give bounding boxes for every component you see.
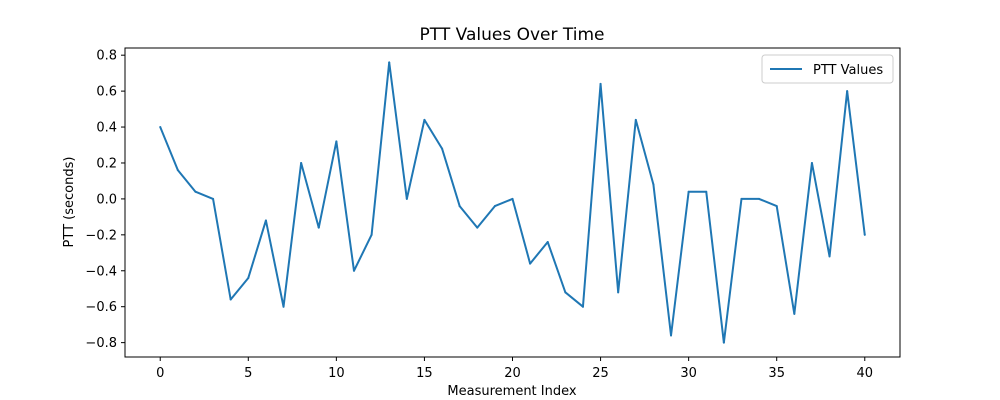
x-tick-label: 40 [856,366,873,381]
data-point [846,90,849,93]
data-point [370,233,373,236]
data-point [194,190,197,193]
data-point [458,205,461,208]
data-point [511,197,514,200]
data-point [793,312,796,315]
data-point [352,269,355,272]
data-point [229,298,232,301]
data-point [828,255,831,258]
x-tick-label: 15 [416,366,433,381]
data-point [176,169,179,172]
data-point [564,291,567,294]
x-tick-label: 5 [244,366,252,381]
data-point [599,82,602,85]
x-tick-label: 10 [328,366,345,381]
data-point [264,219,267,222]
y-axis: −0.8 −0.6 −0.4 −0.2 0.0 0.2 0.4 0.6 0.8 [85,49,125,351]
y-axis-label: PTT (seconds) [62,157,77,248]
data-point [652,183,655,186]
data-point [212,197,215,200]
legend-label: PTT Values [813,63,883,78]
x-axis-label: Measurement Index [447,384,576,399]
data-point [617,291,620,294]
legend: PTT Values [761,54,894,84]
y-tick-label: 0.0 [96,192,117,207]
data-point [775,205,778,208]
data-point [335,140,338,143]
x-tick-label: 20 [504,366,521,381]
y-tick-label: −0.8 [85,336,117,351]
y-tick-label: 0.4 [96,121,117,136]
data-point [159,126,162,129]
data-point [740,197,743,200]
data-point [423,118,426,121]
data-point [634,118,637,121]
data-point [581,305,584,308]
x-tick-label: 30 [680,366,697,381]
y-tick-label: 0.2 [96,156,117,171]
y-tick-label: 0.6 [96,85,117,100]
data-point [529,262,532,265]
data-point [810,161,813,164]
data-point [722,341,725,344]
chart-title: PTT Values Over Time [420,25,605,45]
x-tick-label: 25 [592,366,609,381]
data-point [493,205,496,208]
x-tick-label: 35 [768,366,785,381]
data-point [405,197,408,200]
data-point [705,190,708,193]
data-point [282,305,285,308]
y-tick-label: −0.4 [85,264,117,279]
x-axis: 0 5 10 15 20 25 30 35 40 [156,357,873,381]
data-point [546,241,549,244]
data-point [476,226,479,229]
data-point [300,161,303,164]
x-tick-label: 0 [156,366,164,381]
y-tick-label: 0.8 [96,49,117,64]
data-point [687,190,690,193]
data-point [247,276,250,279]
y-tick-label: −0.6 [85,300,117,315]
data-point [317,226,320,229]
series-layer [159,61,866,344]
data-point [388,61,391,64]
data-point [670,334,673,337]
y-tick-label: −0.2 [85,228,117,243]
data-point [863,233,866,236]
data-point [758,197,761,200]
legend-box [761,54,894,84]
data-point [441,147,444,150]
